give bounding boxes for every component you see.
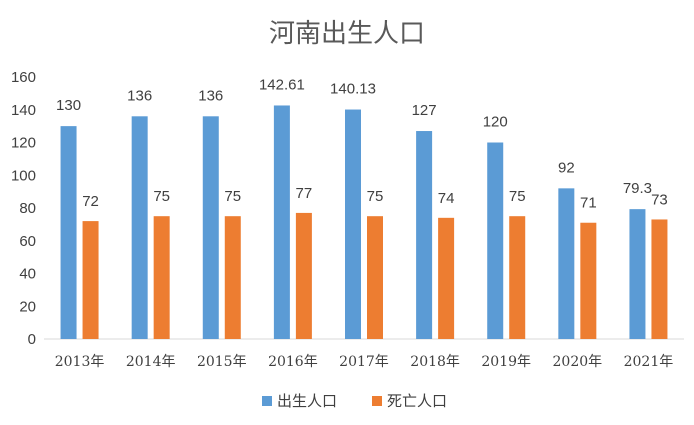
- data-label-birth: 130: [56, 97, 81, 114]
- data-label-death: 72: [82, 193, 99, 210]
- legend-swatch-出生人口: [262, 396, 272, 406]
- data-label-birth: 120: [483, 114, 508, 131]
- data-label-birth: 127: [412, 102, 437, 119]
- legend-swatch-死亡人口: [372, 396, 382, 406]
- data-label-birth: 136: [198, 87, 223, 104]
- x-tick-label: 2017年: [339, 354, 389, 370]
- bar-death-2014年: [153, 216, 170, 339]
- data-label-death: 75: [367, 188, 384, 205]
- bar-death-2021年: [651, 219, 668, 339]
- y-tick-label: 40: [19, 266, 36, 283]
- x-tick-label: 2021年: [624, 354, 674, 370]
- bar-death-2015年: [224, 216, 241, 339]
- data-label-death: 73: [651, 191, 668, 208]
- data-label-birth: 140.13: [330, 81, 376, 98]
- bar-death-2017年: [367, 216, 383, 339]
- bar-birth-2019年: [487, 142, 504, 339]
- bar-death-2013年: [82, 221, 99, 339]
- bar-death-2019年: [509, 216, 526, 339]
- y-tick-label: 20: [19, 298, 36, 315]
- y-tick-label: 60: [19, 233, 36, 250]
- data-label-death: 77: [296, 185, 313, 202]
- y-tick-label: 80: [19, 200, 36, 217]
- bar-birth-2013年: [60, 126, 77, 339]
- data-label-death: 74: [438, 190, 455, 207]
- data-label-death: 71: [580, 195, 597, 212]
- data-label-death: 75: [224, 188, 241, 205]
- y-tick-label: 0: [28, 331, 36, 348]
- data-label-birth: 142.61: [259, 76, 305, 93]
- data-label-birth: 136: [127, 87, 152, 104]
- data-label-birth: 79.3: [623, 180, 652, 197]
- bar-birth-2020年: [558, 188, 575, 339]
- y-tick-label: 120: [11, 135, 36, 152]
- axes: 0 20 40 60 80 100 120 140 160 2013年 2014年 2015年 2016…: [11, 69, 684, 370]
- x-tick-label: 2015年: [197, 354, 247, 370]
- y-tick-label: 160: [11, 69, 36, 86]
- bar-birth-2018年: [416, 131, 433, 339]
- x-tick-label: 2020年: [553, 354, 603, 370]
- legend-label: 死亡人口: [387, 392, 447, 410]
- bar-birth-2016年: [273, 105, 290, 339]
- x-tick-label: 2018年: [410, 354, 460, 370]
- x-tick-label: 2019年: [481, 354, 531, 370]
- x-tick-label: 2014年: [126, 354, 176, 370]
- data-label-death: 75: [509, 188, 526, 205]
- bars: [60, 105, 668, 339]
- y-tick-label: 100: [11, 167, 36, 184]
- data-label-birth: 92: [558, 159, 575, 176]
- data-label-death: 75: [153, 188, 170, 205]
- chart-title: 河南出生人口: [269, 19, 425, 49]
- data-labels: 130 72 136 75 136 75 142.61 77 140.13 75 127 74 120 7…: [56, 76, 668, 211]
- bar-death-2016年: [295, 212, 312, 339]
- bar-death-2018年: [438, 217, 455, 339]
- legend: 出生人口 死亡人口: [262, 392, 447, 410]
- x-tick-label: 2016年: [268, 354, 318, 370]
- bar-birth-2014年: [131, 116, 148, 339]
- x-tick-label: 2013年: [55, 354, 105, 370]
- bar-birth-2021年: [629, 209, 646, 339]
- legend-label: 出生人口: [277, 392, 337, 410]
- bar-birth-2015年: [202, 116, 219, 339]
- bar-birth-2017年: [345, 109, 361, 339]
- bar-death-2020年: [580, 222, 597, 339]
- y-tick-label: 140: [11, 102, 36, 119]
